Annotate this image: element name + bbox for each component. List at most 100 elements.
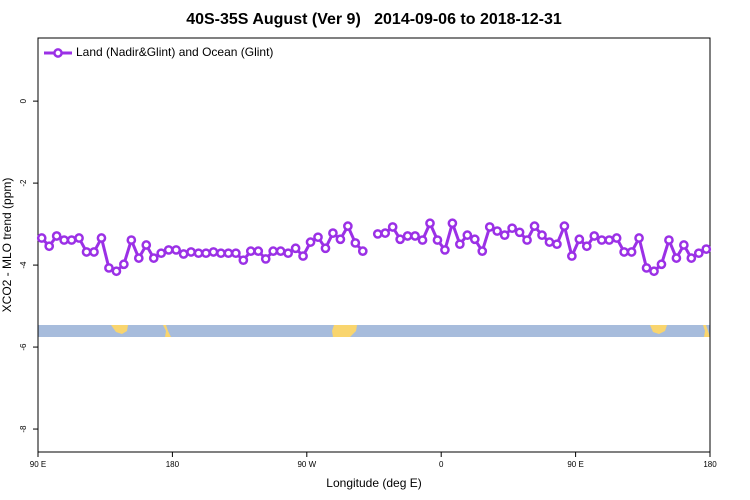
data-point bbox=[223, 248, 234, 259]
data-point bbox=[589, 231, 600, 241]
data-point bbox=[156, 248, 167, 259]
data-point bbox=[275, 246, 286, 256]
data-point bbox=[148, 253, 159, 263]
data-point bbox=[514, 227, 525, 238]
data-point bbox=[357, 246, 368, 256]
data-point bbox=[298, 251, 308, 261]
data-point bbox=[335, 234, 346, 245]
data-point bbox=[104, 263, 114, 273]
x-tick-label: 0 bbox=[439, 460, 444, 469]
data-point bbox=[529, 221, 540, 231]
data-point bbox=[245, 246, 256, 256]
data-point bbox=[701, 244, 712, 254]
data-point bbox=[44, 241, 55, 252]
data-point bbox=[141, 240, 152, 250]
y-tick-label: -4 bbox=[19, 261, 28, 269]
data-point bbox=[425, 218, 435, 229]
data-point bbox=[111, 266, 122, 277]
data-point bbox=[410, 231, 420, 241]
data-point bbox=[686, 253, 697, 263]
data-point bbox=[477, 246, 488, 256]
x-tick-label: 90 W bbox=[297, 460, 316, 469]
series-line bbox=[40, 221, 707, 273]
data-point bbox=[343, 221, 353, 231]
chart-title: 40S-35S August (Ver 9) 2014-09-06 to 201… bbox=[186, 11, 562, 28]
x-tick-label: 90 E bbox=[30, 460, 46, 469]
data-point bbox=[81, 247, 92, 257]
legend-marker bbox=[53, 48, 63, 58]
data-point bbox=[679, 240, 689, 250]
data-point bbox=[462, 230, 473, 241]
y-axis-label: XCO2 - MLO trend (ppm) bbox=[0, 178, 14, 313]
data-point bbox=[36, 233, 47, 243]
data-point bbox=[402, 231, 413, 241]
x-tick-label: 180 bbox=[166, 460, 180, 469]
data-point bbox=[596, 235, 607, 245]
data-point bbox=[59, 235, 69, 245]
land bbox=[703, 325, 710, 337]
data-point bbox=[664, 235, 674, 245]
data-point bbox=[387, 222, 398, 232]
y-tick-label: 0 bbox=[19, 98, 28, 103]
data-point bbox=[133, 253, 144, 263]
land bbox=[163, 325, 171, 337]
data-point bbox=[268, 246, 279, 256]
data-point bbox=[552, 239, 562, 250]
data-point bbox=[193, 248, 204, 259]
land bbox=[111, 325, 128, 334]
data-point bbox=[178, 249, 189, 259]
data-point bbox=[656, 259, 667, 270]
data-point bbox=[499, 230, 510, 241]
data-point bbox=[693, 248, 704, 259]
data-point bbox=[395, 234, 405, 245]
data-point bbox=[372, 229, 383, 239]
data-point bbox=[253, 246, 264, 256]
data-point bbox=[96, 233, 107, 243]
data-point bbox=[119, 259, 129, 270]
data-point bbox=[66, 235, 77, 245]
data-point bbox=[51, 231, 62, 241]
data-point bbox=[619, 247, 629, 257]
y-tick-label: -2 bbox=[19, 179, 28, 187]
land bbox=[650, 325, 667, 334]
data-point bbox=[581, 241, 592, 252]
data-point bbox=[305, 237, 316, 247]
data-point bbox=[163, 245, 174, 255]
ocean-strip bbox=[38, 325, 710, 337]
data-point bbox=[484, 222, 495, 232]
data-point bbox=[260, 254, 271, 264]
data-point bbox=[604, 235, 615, 245]
y-tick-label: -8 bbox=[19, 425, 28, 433]
land bbox=[332, 325, 357, 337]
data-point bbox=[350, 238, 361, 248]
data-point bbox=[231, 248, 241, 259]
data-point bbox=[559, 221, 570, 231]
x-tick-label: 180 bbox=[703, 460, 717, 469]
data-point bbox=[432, 235, 443, 245]
data-point bbox=[238, 255, 249, 266]
data-point bbox=[567, 251, 577, 261]
data-point bbox=[447, 218, 458, 229]
data-point bbox=[290, 243, 301, 254]
data-point bbox=[171, 245, 181, 255]
data-point bbox=[626, 247, 637, 257]
data-point bbox=[537, 230, 547, 241]
data-point bbox=[283, 248, 293, 259]
data-point bbox=[417, 235, 428, 245]
data-point bbox=[611, 233, 622, 243]
data-point bbox=[126, 235, 137, 245]
data-point bbox=[380, 228, 391, 238]
data-point bbox=[544, 237, 555, 247]
data-point bbox=[74, 233, 84, 243]
y-tick-label: -6 bbox=[19, 343, 28, 351]
data-point bbox=[328, 228, 338, 238]
data-point bbox=[186, 247, 196, 257]
data-point bbox=[440, 245, 450, 255]
data-point bbox=[469, 234, 480, 245]
x-axis-label: Longitude (deg E) bbox=[326, 476, 421, 490]
data-point bbox=[89, 247, 99, 257]
data-point bbox=[208, 247, 219, 257]
plot-frame bbox=[37, 37, 711, 453]
data-point bbox=[641, 263, 652, 273]
